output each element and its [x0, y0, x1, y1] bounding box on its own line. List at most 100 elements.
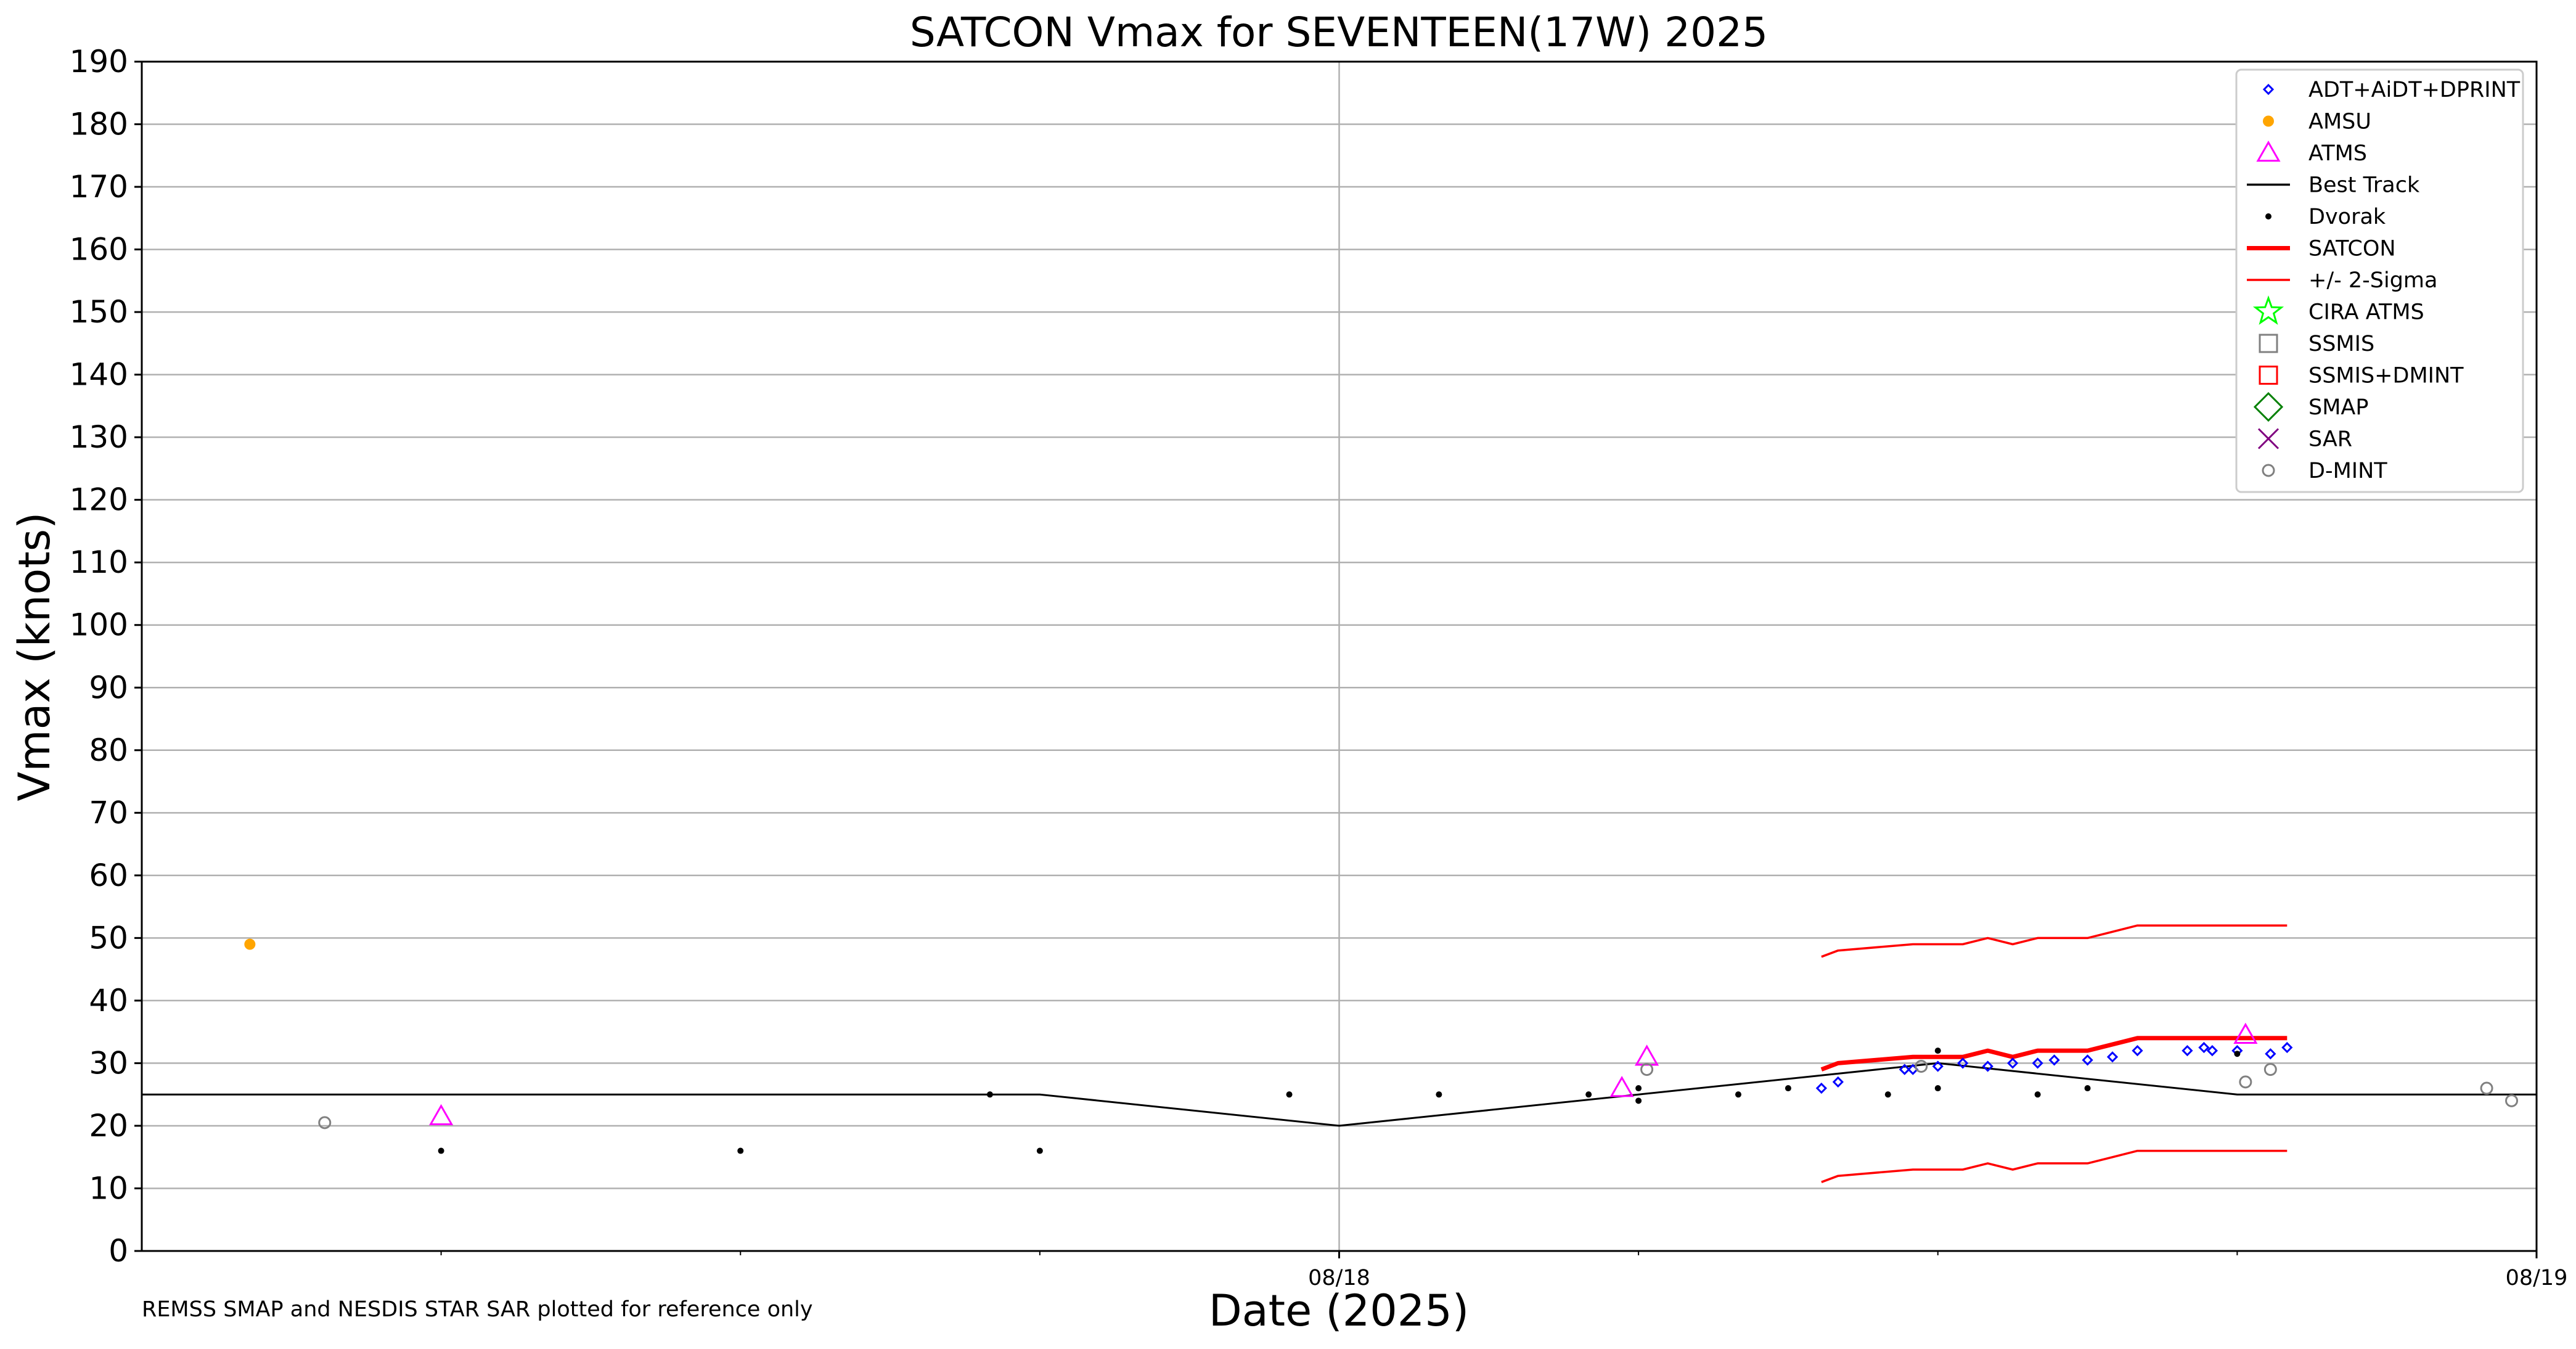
- y-axis-label: Vmax (knots): [9, 512, 60, 802]
- legend-entry-smap-swatch: [2253, 392, 2284, 422]
- x-tick-label: 08/18: [1308, 1266, 1370, 1290]
- legend-entry-sar-label: SAR: [2308, 427, 2352, 452]
- dvorak-point: [1585, 1091, 1592, 1098]
- legend: ADT+AiDT+DPRINT AMSU ATMS Best Track Dvorak S…: [2235, 68, 2524, 493]
- legend-entry-atms-swatch: [2256, 140, 2281, 162]
- footnote: REMSS SMAP and NESDIS STAR SAR plotted f…: [142, 1297, 813, 1322]
- legend-entry-d-mint-swatch: [2262, 464, 2275, 477]
- legend-entry-cira-atms-label: CIRA ATMS: [2308, 300, 2424, 325]
- legend-entry-dvorak-label: Dvorak: [2308, 205, 2386, 229]
- d-mint-point: [2263, 1063, 2277, 1076]
- adt-aidt-dprint-point: [2281, 1041, 2293, 1054]
- y-tick-label: 10: [89, 1170, 128, 1206]
- dvorak-point: [2084, 1085, 2091, 1092]
- best-track-line: [142, 1062, 2537, 1127]
- legend-entry-d-mint: D-MINT: [2262, 459, 2387, 483]
- satcon-line: [1820, 1036, 2288, 1072]
- adt-aidt-dprint-point: [1899, 1064, 1910, 1075]
- y-tick-label: 160: [70, 232, 128, 268]
- dvorak-point: [1735, 1091, 1741, 1098]
- legend-entry-amsu-label: AMSU: [2308, 110, 2371, 134]
- atms-point: [1635, 1044, 1659, 1066]
- atms-point: [2233, 1022, 2258, 1044]
- legend-entry-atms-label: ATMS: [2308, 141, 2367, 166]
- grid: [142, 60, 2538, 1252]
- dvorak-point: [1436, 1091, 1442, 1098]
- y-tick-label: 90: [89, 670, 128, 705]
- adt-aidt-dprint-point: [1932, 1060, 1944, 1072]
- y-tick-label: 100: [70, 607, 128, 643]
- 2-sigma-lower-line: [1821, 1149, 2288, 1183]
- adt-aidt-dprint-point: [2032, 1057, 2043, 1069]
- legend-box: [2235, 68, 2524, 493]
- legend-entry-sar: SAR: [2257, 427, 2352, 452]
- x-axis-ticks: 08/18 08/19: [440, 1251, 2568, 1290]
- atms-point: [1609, 1076, 1634, 1097]
- y-tick-label: 60: [89, 858, 128, 893]
- y-tick-label: 30: [89, 1045, 128, 1081]
- y-tick-label: 70: [89, 795, 128, 830]
- series-layer: [142, 924, 2537, 1183]
- dvorak-point: [1785, 1085, 1791, 1092]
- legend-entry-satcon: SATCON: [2247, 237, 2396, 261]
- legend-entry-adt-aidt-dprint-swatch: [2262, 83, 2275, 96]
- adt-aidt-dprint-point: [2048, 1054, 2060, 1066]
- y-tick-label: 20: [89, 1108, 128, 1144]
- x-tick-label: 08/19: [2506, 1266, 2568, 1290]
- adt-aidt-dprint-point: [2198, 1041, 2210, 1054]
- dvorak-point: [1036, 1147, 1043, 1154]
- y-tick-label: 180: [70, 107, 128, 142]
- d-mint-point: [2480, 1081, 2493, 1095]
- legend-entry-dvorak-swatch: [2265, 213, 2271, 219]
- adt-aidt-dprint-point: [2106, 1051, 2119, 1063]
- legend-entry-ssmis: SSMIS: [2259, 332, 2374, 356]
- y-tick-label: 110: [70, 544, 128, 580]
- legend-entry-cira-atms: CIRA ATMS: [2252, 295, 2424, 325]
- adt-aidt-dprint-point: [2265, 1048, 2276, 1060]
- legend-entry-cira-atms-swatch: [2252, 295, 2284, 325]
- legend-entry-d-mint-label: D-MINT: [2308, 459, 2387, 483]
- dvorak-point: [2234, 1051, 2241, 1057]
- legend-entry-ssmis-dmint-swatch: [2259, 366, 2278, 385]
- adt-aidt-dprint-point: [2181, 1044, 2193, 1057]
- y-tick-label: 170: [70, 169, 128, 205]
- adt-aidt-dprint-point: [2007, 1057, 2019, 1069]
- dvorak-point: [1635, 1097, 1642, 1104]
- d-mint-point: [1640, 1063, 1654, 1076]
- legend-entry-ssmis-label: SSMIS: [2308, 332, 2374, 356]
- legend-entry-amsu: AMSU: [2263, 110, 2371, 134]
- y-tick-label: 130: [70, 419, 128, 455]
- adt-aidt-dprint-point: [2082, 1054, 2093, 1066]
- dvorak-point: [1884, 1091, 1891, 1098]
- adt-aidt-dprint-point: [1982, 1060, 1993, 1072]
- adt-aidt-dprint-point: [2132, 1044, 2143, 1057]
- legend-entry-atms: ATMS: [2256, 140, 2367, 166]
- legend-entry-satcon-label: SATCON: [2308, 237, 2396, 261]
- y-tick-label: 190: [70, 44, 128, 80]
- chart-title: SATCON Vmax for SEVENTEEN(17W) 2025: [910, 9, 1768, 56]
- legend-entry-amsu-swatch: [2263, 115, 2274, 127]
- dvorak-point: [438, 1147, 444, 1154]
- d-mint-point: [2239, 1075, 2252, 1089]
- d-mint-point: [318, 1116, 332, 1130]
- legend-entry-sar-swatch: [2257, 428, 2280, 449]
- y-tick-label: 40: [89, 983, 128, 1019]
- 2-sigma-line: [1821, 924, 2288, 958]
- legend-entry-ssmis-dmint-label: SSMIS+DMINT: [2308, 364, 2464, 388]
- dvorak-point: [1286, 1091, 1293, 1098]
- legend-entry-best-track: Best Track: [2247, 173, 2420, 198]
- legend-entry-2-sigma: +/- 2-Sigma: [2247, 268, 2437, 293]
- y-axis-ticks: 0 10 20 30 40 50 60 70 80 90 100 110 120 130 140 150 160…: [70, 44, 142, 1269]
- dvorak-point: [1934, 1085, 1941, 1092]
- legend-entry-sar-swatch-stroke: [2257, 428, 2280, 449]
- y-tick-label: 80: [89, 732, 128, 768]
- dvorak-point: [2034, 1091, 2041, 1098]
- y-tick-label: 150: [70, 294, 128, 330]
- x-axis-label: Date (2025): [1209, 1285, 1469, 1336]
- d-mint-point: [2505, 1094, 2519, 1107]
- dvorak-point: [1934, 1048, 1941, 1054]
- legend-entry-2-sigma-label: +/- 2-Sigma: [2308, 268, 2437, 293]
- atms-point: [429, 1104, 454, 1125]
- adt-aidt-dprint-point: [2206, 1044, 2218, 1057]
